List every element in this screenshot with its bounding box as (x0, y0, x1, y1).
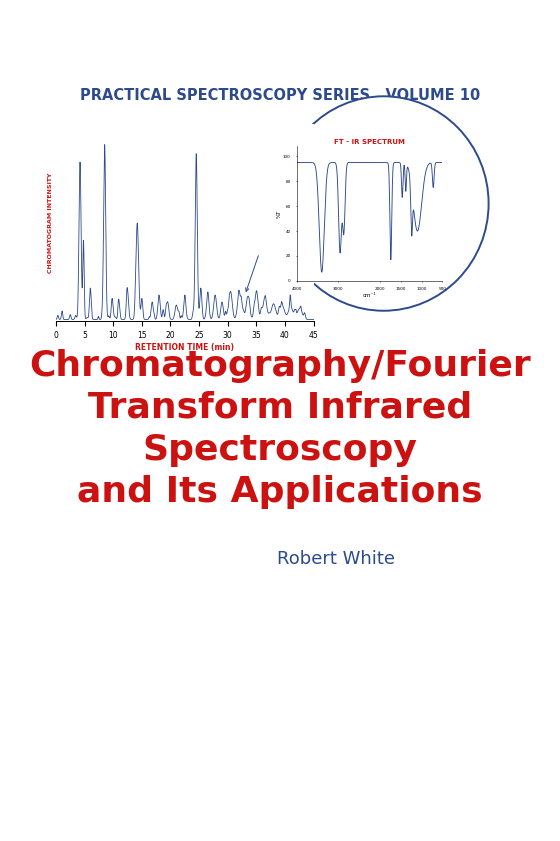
Text: Spectroscopy: Spectroscopy (143, 433, 417, 467)
X-axis label: cm⁻¹: cm⁻¹ (363, 293, 376, 298)
X-axis label: RETENTION TIME (min): RETENTION TIME (min) (136, 343, 234, 352)
Text: Chromatography/Fourier: Chromatography/Fourier (29, 349, 531, 383)
Y-axis label: CHROMATOGRAM INTENSITY: CHROMATOGRAM INTENSITY (48, 172, 53, 272)
Title: FT - IR SPECTRUM: FT - IR SPECTRUM (334, 139, 405, 145)
Y-axis label: %T: %T (277, 209, 282, 218)
Text: PRACTICAL SPECTROSCOPY SERIES   VOLUME 10: PRACTICAL SPECTROSCOPY SERIES VOLUME 10 (80, 87, 480, 103)
Ellipse shape (279, 97, 488, 311)
Text: Robert White: Robert White (277, 550, 395, 569)
Text: and Its Applications: and Its Applications (77, 475, 483, 509)
Text: Transform Infrared: Transform Infrared (88, 391, 472, 425)
